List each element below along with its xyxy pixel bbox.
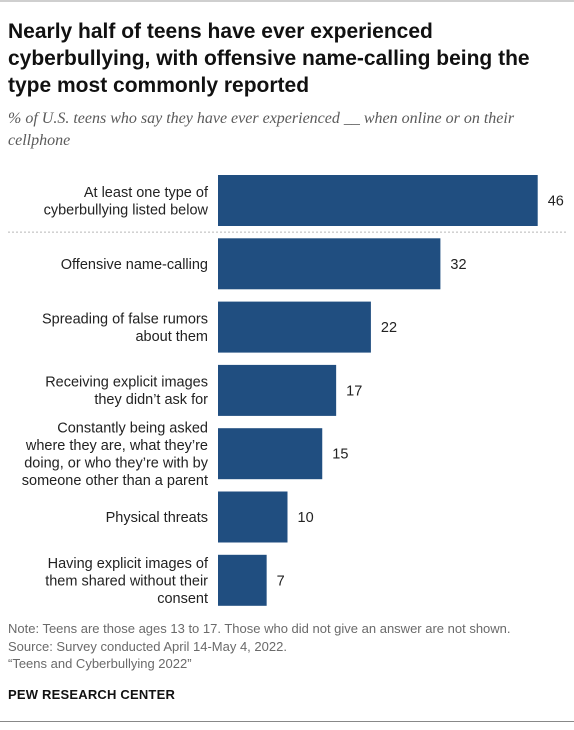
category-label-line: doing, or who they’re with by [24,455,209,471]
category-label-line: cyberbullying listed below [44,202,209,218]
bar-2 [218,301,371,353]
category-label-0: At least one type of cyberbullying listed… [44,185,209,219]
chart-subtitle: % of U.S. teens who say they have ever e… [8,110,515,149]
category-label-line: where they are, what they’re [25,438,208,454]
value-label-3: 17 [346,383,362,399]
bar-3 [218,364,337,416]
category-label-line: Receiving explicit images [45,375,208,391]
footnotes: Note: Teens are those ages 13 to 17. Tho… [8,620,564,673]
bottom-rule [0,721,574,722]
category-label-line: At least one type of [84,185,209,201]
category-label-1: Offensive name-calling [61,257,208,273]
category-label-2: Spreading of false rumors about them [42,311,208,345]
value-label-4: 15 [332,447,348,463]
bar-chart: 46 At least one type of cyberbullying list… [8,175,566,607]
category-label-3: Receiving explicit images they didn’t ask… [45,375,208,409]
category-label-line: Constantly being asked [57,420,208,436]
category-label-line: them shared without their [45,573,208,589]
value-label-5: 10 [298,510,314,526]
category-label-line: Spreading of false rumors [42,311,208,327]
chart-title: Nearly half of teens have ever experienc… [8,20,530,97]
category-label-line: consent [157,591,208,607]
category-label-5: Physical threats [106,510,208,526]
value-label-0: 46 [548,194,564,210]
bar-6 [218,554,267,606]
category-label-line: Offensive name-calling [61,257,208,273]
note-text: Note: Teens are those ages 13 to 17. Tho… [8,621,511,636]
bar-1 [218,238,441,290]
category-label-line: Having explicit images of [48,556,209,572]
bar-5 [218,491,288,543]
top-rule [0,0,574,2]
category-label-line: about them [135,329,208,345]
value-label-2: 22 [381,320,397,336]
category-label-line: Physical threats [106,510,208,526]
category-label-line: someone other than a parent [22,473,208,489]
report-title: “Teens and Cyberbullying 2022” [8,656,192,671]
bar-4 [218,428,323,480]
brand-logo-text: PEW RESEARCH CENTER [8,687,176,702]
category-label-line: they didn’t ask for [94,392,208,408]
source-text: Source: Survey conducted April 14-May 4,… [8,638,287,654]
value-label-6: 7 [277,573,285,589]
category-label-4: Constantly being asked where they are, wh… [22,420,209,489]
bar-0 [218,175,538,226]
value-label-1: 32 [450,257,466,273]
category-label-6: Having explicit images of them shared wit… [45,556,209,607]
